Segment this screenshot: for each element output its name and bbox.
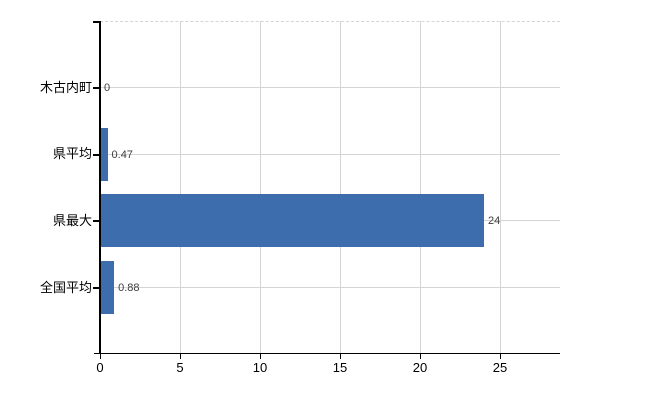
x-axis-tick	[499, 354, 501, 359]
gridline-vertical	[340, 21, 341, 353]
x-axis-tick	[419, 354, 421, 359]
bar-value-label: 0.47	[111, 148, 133, 161]
bar-value-label: 0	[104, 81, 111, 94]
x-tick-label: 5	[176, 360, 184, 375]
x-tick-label: 10	[252, 360, 268, 375]
x-axis-tick	[99, 354, 101, 359]
gridline-horizontal	[100, 154, 560, 155]
plot-top-border	[100, 21, 560, 22]
x-tick-label: 25	[492, 360, 508, 375]
bar-row: 0.47	[100, 128, 560, 181]
bar-row: 0.88	[100, 261, 560, 314]
x-tick-label: 0	[96, 360, 104, 375]
y-axis-tick	[93, 287, 99, 289]
category-label: 木古内町	[39, 80, 92, 95]
bar-row: 24	[100, 194, 560, 247]
category-label: 県平均	[52, 146, 92, 161]
x-axis-tick	[179, 354, 181, 359]
x-axis-line	[94, 352, 560, 354]
x-tick-label: 20	[412, 360, 428, 375]
x-axis-tick	[259, 354, 261, 359]
bar	[100, 194, 484, 247]
y-axis-tick	[93, 87, 99, 89]
gridline-vertical	[260, 21, 261, 353]
bar	[100, 261, 115, 314]
x-axis-tick	[339, 354, 341, 359]
y-axis-tick	[93, 220, 99, 222]
category-label: 全国平均	[39, 280, 92, 295]
gridline-horizontal	[100, 87, 560, 88]
gridline-vertical	[500, 21, 501, 353]
gridline-horizontal	[100, 287, 560, 288]
category-label: 県最大	[52, 213, 92, 228]
bar	[100, 128, 108, 181]
bar-value-label: 0.88	[118, 281, 140, 294]
gridline-vertical	[420, 21, 421, 353]
plot-area: 0 0.47 24 0.88	[100, 21, 560, 353]
bar-value-label: 24	[488, 214, 501, 227]
gridline-vertical	[180, 21, 181, 353]
y-axis-tick	[93, 154, 99, 156]
y-axis-line	[99, 21, 101, 353]
bar-row: 0	[100, 61, 560, 114]
y-axis-tick	[93, 21, 99, 23]
x-tick-label: 15	[332, 360, 348, 375]
